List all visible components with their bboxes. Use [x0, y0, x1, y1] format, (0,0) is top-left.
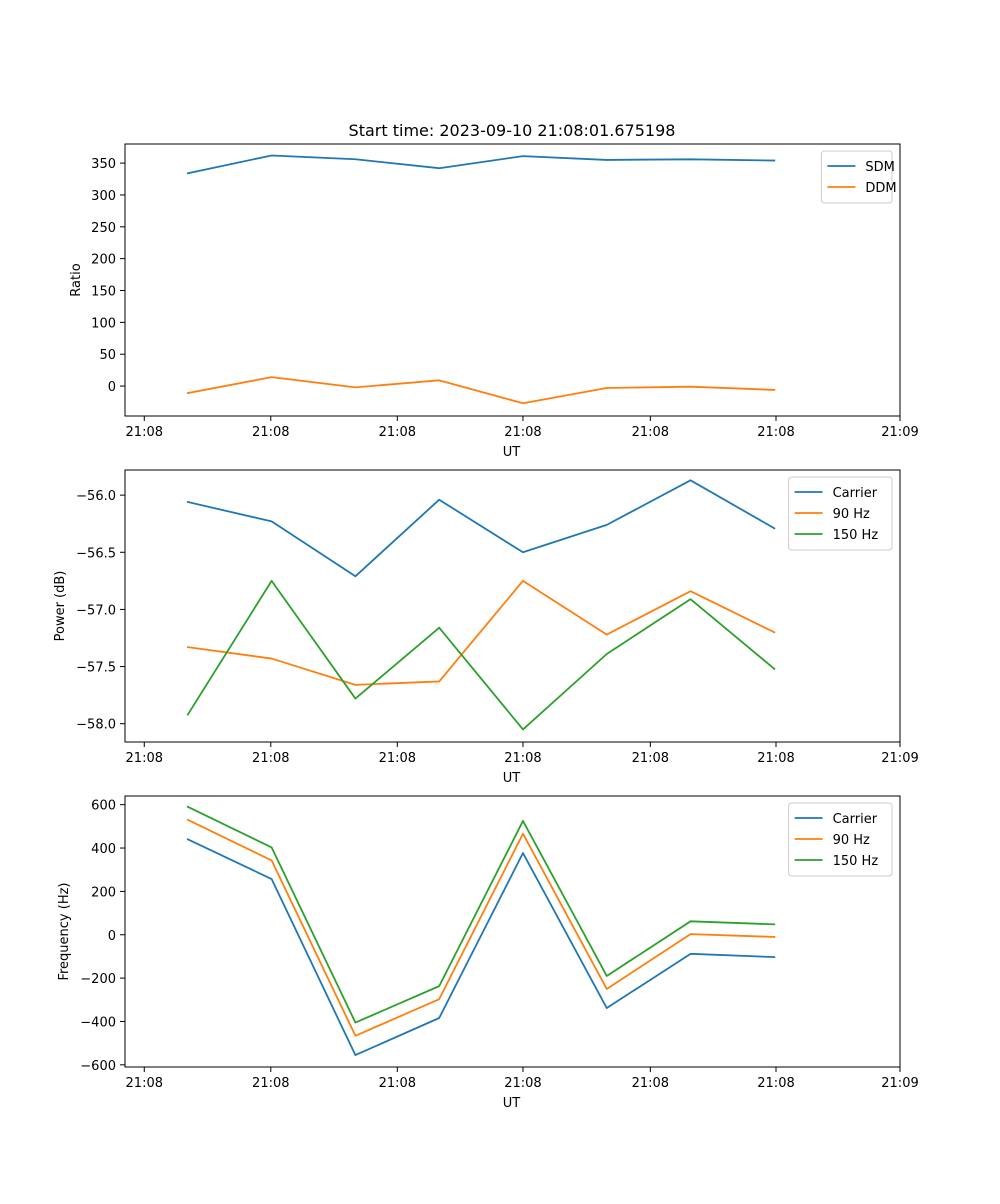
x-tick-label: 21:08	[379, 1076, 416, 1091]
x-tick-label: 21:08	[632, 425, 669, 440]
legend-label: SDM	[865, 160, 894, 175]
y-axis-label: Ratio	[69, 263, 84, 296]
y-tick-label: 600	[91, 799, 116, 814]
x-tick-label: 21:09	[881, 425, 918, 440]
y-tick-label: 200	[91, 885, 116, 900]
y-tick-label: 150	[91, 285, 116, 300]
axes-frame	[124, 143, 901, 417]
series-line-150-hz	[186, 579, 776, 731]
y-tick-label: 0	[108, 380, 116, 395]
y-tick-label: −200	[80, 972, 116, 987]
y-tick-label: 250	[91, 221, 116, 236]
x-tick-label: 21:08	[632, 1076, 669, 1091]
legend-label: Carrier	[833, 486, 878, 501]
x-axis-label: UT	[503, 771, 521, 786]
legend: Carrier 90 Hz 150 Hz	[788, 476, 893, 551]
legend-label: 90 Hz	[833, 833, 870, 848]
series-line-90-hz	[186, 579, 776, 686]
x-tick-label: 21:08	[757, 1076, 794, 1091]
y-tick-label: −56.0	[76, 489, 116, 504]
x-tick-label: 21:08	[126, 1076, 163, 1091]
legend-box	[788, 476, 893, 551]
legend: Carrier 90 Hz 150 Hz	[788, 802, 893, 877]
y-tick-label: −57.0	[76, 603, 116, 618]
figure-title: Start time: 2023-09-10 21:08:01.675198	[349, 121, 676, 140]
legend-label: 150 Hz	[833, 528, 879, 543]
axes-frame	[124, 795, 901, 1068]
legend: SDM DDM	[820, 150, 897, 204]
x-axis-label: UT	[503, 445, 521, 460]
y-tick-label: 50	[99, 348, 116, 363]
series-line-150-hz	[186, 805, 776, 1024]
y-axis-label: Power (dB)	[53, 571, 68, 642]
y-tick-label: −56.5	[76, 546, 116, 561]
legend-box	[788, 802, 893, 877]
y-tick-label: 350	[91, 157, 116, 172]
series-line-90-hz	[186, 818, 776, 1037]
x-tick-label: 21:08	[126, 425, 163, 440]
y-tick-label: −400	[80, 1015, 116, 1030]
x-tick-label: 21:08	[504, 425, 541, 440]
y-tick-label: −57.5	[76, 661, 116, 676]
legend-label: DDM	[865, 181, 896, 196]
legend-label: Carrier	[833, 812, 878, 827]
y-tick-label: −58.0	[76, 718, 116, 733]
x-tick-label: 21:08	[252, 425, 289, 440]
panel-power: 21:08 21:08 21:08 21:08 21:08 21:08 21:09 −56.0…	[53, 469, 919, 786]
series-line-ddm	[186, 376, 776, 405]
x-tick-label: 21:08	[252, 1076, 289, 1091]
x-tick-label: 21:09	[881, 1076, 918, 1091]
x-tick-label: 21:08	[379, 751, 416, 766]
x-tick-label: 21:08	[252, 751, 289, 766]
y-tick-label: 0	[108, 929, 116, 944]
legend-label: 90 Hz	[833, 507, 870, 522]
y-tick-label: 300	[91, 189, 116, 204]
y-tick-label: −600	[80, 1059, 116, 1074]
x-tick-label: 21:08	[126, 751, 163, 766]
x-tick-label: 21:09	[881, 751, 918, 766]
x-tick-label: 21:08	[757, 425, 794, 440]
panel-frequency: 21:08 21:08 21:08 21:08 21:08 21:08 21:09 600 40…	[57, 795, 919, 1111]
series-line-carrier	[186, 838, 776, 1056]
x-axis-label: UT	[503, 1096, 521, 1111]
axes-frame	[124, 469, 901, 743]
x-tick-label: 21:08	[632, 751, 669, 766]
y-tick-label: 100	[91, 316, 116, 331]
y-axis-label: Frequency (Hz)	[57, 882, 72, 980]
series-line-sdm	[186, 154, 776, 175]
x-tick-label: 21:08	[757, 751, 794, 766]
x-tick-label: 21:08	[379, 425, 416, 440]
y-tick-label: 400	[91, 842, 116, 857]
x-tick-label: 21:08	[504, 1076, 541, 1091]
series-line-carrier	[186, 479, 776, 578]
x-tick-label: 21:08	[504, 751, 541, 766]
y-tick-label: 200	[91, 253, 116, 268]
legend-box	[820, 150, 893, 204]
legend-label: 150 Hz	[833, 854, 879, 869]
panel-ratio: 21:08 21:08 21:08 21:08 21:08 21:08 21:09 0 50 10…	[69, 143, 919, 460]
